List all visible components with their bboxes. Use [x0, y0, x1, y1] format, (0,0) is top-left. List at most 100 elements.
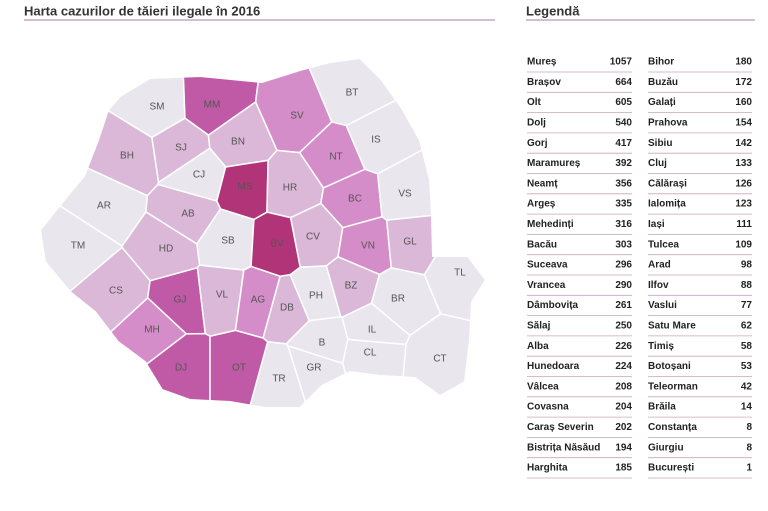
county-label: VN	[361, 241, 375, 252]
county-name: Argeș	[527, 199, 556, 210]
county-label: CV	[306, 232, 320, 243]
county-name: Călărași	[648, 178, 687, 189]
county-name: Giurgiu	[648, 442, 684, 453]
county-name: Iași	[648, 219, 665, 230]
county-name: Teleorman	[648, 381, 698, 392]
county-value: 42	[741, 381, 753, 392]
county-name: Harghita	[527, 463, 568, 474]
county-value: 123	[735, 199, 752, 210]
county-value: 142	[735, 138, 752, 149]
county-value: 605	[615, 97, 632, 108]
county-label: AB	[181, 209, 195, 220]
county-value: 194	[615, 442, 632, 453]
county-name: Ilfov	[648, 280, 669, 291]
legend-title: Legendă	[526, 3, 580, 18]
county-value: 335	[615, 199, 632, 210]
county-name: Arad	[648, 260, 671, 271]
county-label: VS	[398, 189, 412, 200]
county-name: Vrancea	[527, 280, 566, 291]
county-label: IL	[368, 325, 377, 336]
map	[40, 58, 486, 408]
county-label: SM	[150, 102, 165, 113]
county-name: Covasna	[527, 402, 569, 413]
county-label: DB	[280, 303, 294, 314]
county-value: 540	[615, 118, 632, 129]
county-label: GL	[403, 237, 417, 248]
county-value: 226	[615, 341, 632, 352]
county-value: 392	[615, 158, 632, 169]
county-label: TL	[454, 268, 466, 279]
county-value: 316	[615, 219, 632, 230]
county	[245, 340, 313, 408]
county-name: Olt	[527, 97, 542, 108]
county-value: 417	[615, 138, 632, 149]
county-value: 62	[741, 321, 753, 332]
county-label: CJ	[193, 170, 205, 181]
county-name: Bihor	[648, 57, 674, 68]
county-label: BR	[391, 294, 405, 305]
county-name: Ialomița	[648, 199, 686, 210]
county-name: București	[648, 463, 694, 474]
county-label: MM	[204, 100, 221, 111]
county-name: Bistrița Năsăud	[527, 442, 600, 453]
county-label: BT	[346, 88, 359, 99]
county-name: Timiș	[648, 341, 674, 352]
county-label: MH	[144, 325, 160, 336]
county-value: 77	[741, 300, 753, 311]
county-label: IS	[371, 135, 381, 146]
county-name: Mehedinți	[527, 219, 574, 230]
county-label: BV	[270, 239, 284, 250]
county-value: 1	[746, 463, 752, 474]
county-value: 180	[735, 57, 752, 68]
county-label: BZ	[345, 281, 358, 292]
county-label: OT	[232, 363, 246, 374]
county-label: NT	[329, 152, 342, 163]
county-label: SV	[290, 111, 304, 122]
county-name: Caraș Severin	[527, 422, 594, 433]
county-name: Alba	[527, 341, 549, 352]
county-name: Sibiu	[648, 138, 672, 149]
county-label: BC	[348, 194, 362, 205]
county-value: 208	[615, 381, 632, 392]
county-name: Galați	[648, 97, 676, 108]
county-value: 172	[735, 77, 752, 88]
county-label: CL	[364, 348, 377, 359]
county-name: Sălaj	[527, 321, 551, 332]
county-value: 126	[735, 178, 752, 189]
county-name: Constanța	[648, 422, 697, 433]
county-label: AR	[97, 201, 111, 212]
county-name: Cluj	[648, 158, 667, 169]
legend-table: Mureș 1057 Brașov 664 Olt 605 Dolj 540 Gorj 417 Ma…	[527, 57, 753, 479]
county-name: Buzău	[648, 77, 678, 88]
county-name: Mureș	[527, 57, 557, 68]
county-label: AG	[251, 295, 266, 306]
county-value: 98	[741, 260, 753, 271]
county-label: GJ	[174, 295, 187, 306]
county-label: DJ	[175, 363, 187, 374]
county-name: Bacău	[527, 239, 557, 250]
county-value: 202	[615, 422, 632, 433]
map-labels: SM MM BT SV SJ BN IS BH CJ NT MS HR BC VS AR AB SB CV VN GL…	[71, 88, 466, 385]
county-name: Hunedoara	[527, 361, 580, 372]
county-value: 109	[735, 239, 752, 250]
county-value: 224	[615, 361, 632, 372]
county-label: HR	[283, 183, 297, 194]
county-value: 14	[741, 402, 753, 413]
title: Harta cazurilor de tăieri ilegale în 201…	[24, 3, 260, 18]
county-value: 303	[615, 239, 632, 250]
county-label: PH	[309, 291, 323, 302]
county-value: 154	[735, 118, 752, 129]
county-label: TR	[272, 374, 285, 385]
county-value: 250	[615, 321, 632, 332]
county-value: 8	[746, 422, 752, 433]
county-label: BN	[231, 137, 245, 148]
county-name: Satu Mare	[648, 321, 696, 332]
county-label: B	[319, 338, 326, 349]
county-label: HD	[159, 244, 173, 255]
county-name: Vâlcea	[527, 381, 559, 392]
county-name: Botoșani	[648, 361, 691, 372]
county-name: Vaslui	[648, 300, 677, 311]
county-name: Neamț	[527, 178, 558, 189]
